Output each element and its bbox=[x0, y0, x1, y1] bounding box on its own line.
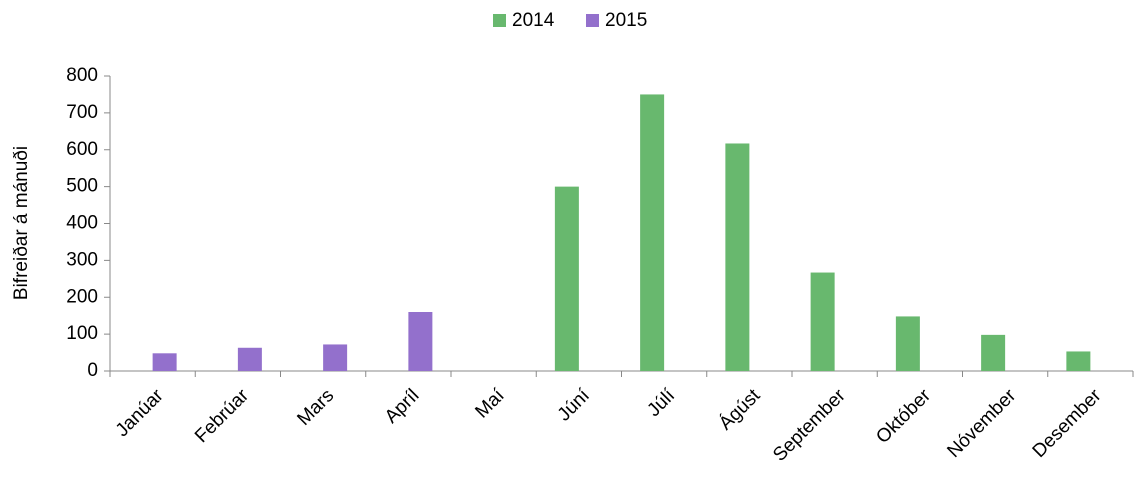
bar bbox=[237, 347, 262, 371]
bar bbox=[408, 312, 433, 371]
legend-swatch bbox=[493, 14, 506, 27]
legend-swatch bbox=[586, 14, 599, 27]
y-tick-label: 0 bbox=[87, 360, 98, 381]
x-tick-label: Mars bbox=[293, 385, 338, 430]
x-tick-label: September bbox=[769, 385, 850, 466]
bar bbox=[323, 344, 348, 371]
bar bbox=[981, 334, 1006, 371]
y-tick-label: 700 bbox=[66, 102, 98, 123]
y-axis-label: Bifreiðar á mánuði bbox=[11, 146, 32, 300]
x-tick-label: Júlí bbox=[643, 385, 679, 421]
y-tick-label: 300 bbox=[66, 249, 98, 270]
y-tick-label: 800 bbox=[66, 65, 98, 86]
y-tick-label: 600 bbox=[66, 139, 98, 160]
x-tick-label: Maí bbox=[471, 385, 509, 423]
bar bbox=[725, 143, 750, 371]
bar bbox=[152, 353, 177, 371]
legend-label: 2014 bbox=[512, 10, 555, 31]
bar bbox=[640, 94, 665, 371]
x-tick-label: Janúar bbox=[112, 385, 168, 441]
x-tick-label: Febrúar bbox=[191, 385, 253, 447]
y-tick-label: 500 bbox=[66, 176, 98, 197]
x-tick-label: Apríl bbox=[381, 385, 423, 427]
bar bbox=[895, 316, 920, 371]
bar bbox=[554, 186, 579, 371]
x-tick-label: Ágúst bbox=[715, 385, 765, 435]
x-tick-label: Júní bbox=[554, 385, 595, 426]
x-tick-label: Október bbox=[872, 385, 935, 448]
y-tick-label: 200 bbox=[66, 286, 98, 307]
bar bbox=[1066, 351, 1091, 371]
y-tick-label: 100 bbox=[66, 323, 98, 344]
bar bbox=[810, 272, 835, 371]
x-tick-label: Nóvember bbox=[943, 385, 1020, 462]
legend-label: 2015 bbox=[605, 10, 647, 31]
y-tick-label: 400 bbox=[66, 213, 98, 234]
x-tick-label: Desember bbox=[1029, 385, 1106, 462]
